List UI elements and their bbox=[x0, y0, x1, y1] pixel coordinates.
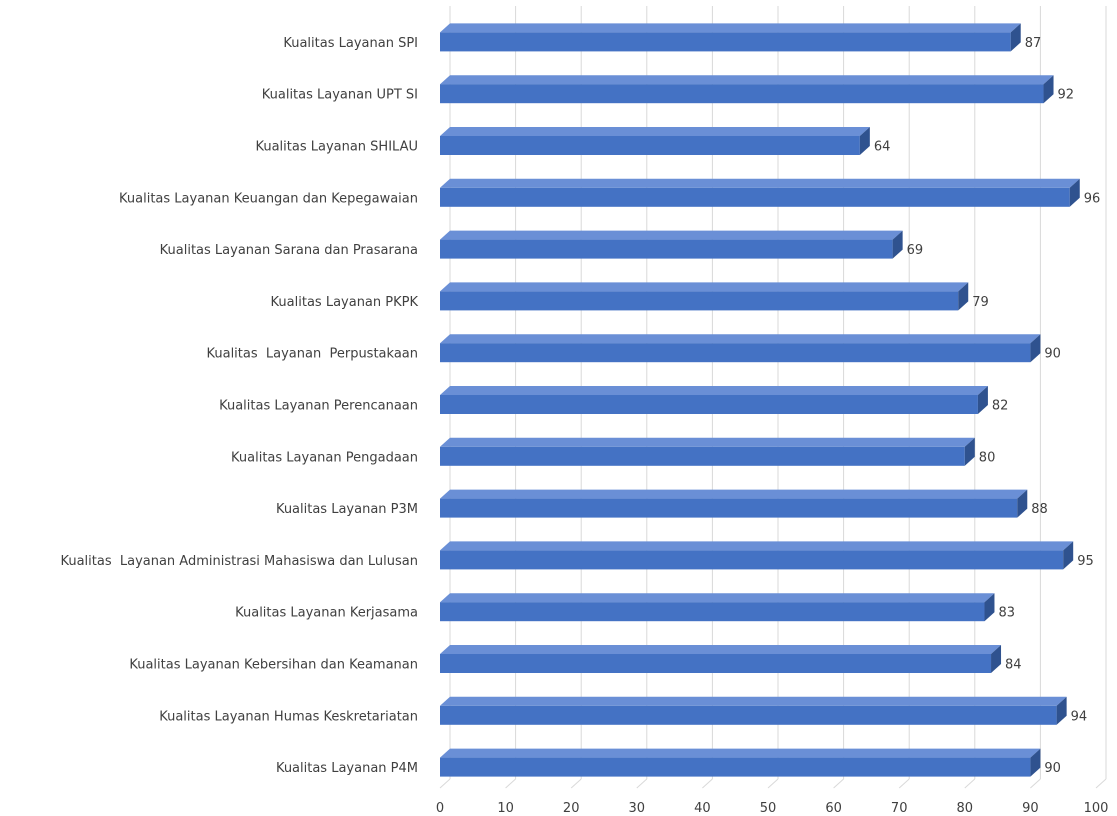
category-label: Kualitas Layanan P3M bbox=[276, 502, 418, 517]
bar-end-face bbox=[1030, 748, 1041, 777]
data-label: 79 bbox=[972, 295, 989, 310]
bar-top-face bbox=[440, 386, 988, 395]
category-label: Kualitas Layanan Keuangan dan Kepegawaia… bbox=[119, 191, 418, 206]
bar-top-face bbox=[440, 489, 1028, 499]
gridline-floor bbox=[570, 778, 582, 789]
category-label: Kualitas Layanan PKPK bbox=[271, 295, 419, 310]
category-label: Kualitas Layanan Pengadaan bbox=[231, 450, 418, 465]
gridline-floor bbox=[767, 778, 779, 789]
data-label: 80 bbox=[979, 450, 996, 465]
bar-end-face bbox=[964, 437, 975, 466]
bar-end-face bbox=[1063, 541, 1074, 570]
bar bbox=[440, 136, 860, 155]
bar-end-face bbox=[1030, 334, 1041, 363]
category-label: Kualitas Layanan SPI bbox=[283, 36, 418, 51]
data-label: 64 bbox=[874, 140, 891, 155]
data-label: 95 bbox=[1077, 554, 1094, 569]
bar-end-face bbox=[991, 645, 1002, 673]
category-label: Kualitas Layanan Kerjasama bbox=[235, 606, 418, 621]
x-tick-label: 70 bbox=[891, 801, 908, 816]
bar-top-face bbox=[440, 127, 870, 136]
category-label: Kualitas Layanan Humas Keskretariatan bbox=[159, 709, 418, 724]
bar-end-face bbox=[1010, 23, 1021, 52]
bar bbox=[440, 395, 978, 414]
category-label: Kualitas Layanan Sarana dan Prasarana bbox=[160, 243, 418, 258]
bar bbox=[440, 498, 1018, 518]
x-tick-label: 60 bbox=[825, 801, 842, 816]
bar bbox=[440, 757, 1031, 777]
bar bbox=[440, 291, 959, 311]
category-label: Kualitas Layanan Kebersihan dan Keamanan bbox=[129, 658, 418, 673]
bar bbox=[440, 84, 1044, 104]
x-tick-label: 20 bbox=[563, 801, 580, 816]
bar-end-face bbox=[977, 386, 988, 414]
x-tick-label: 90 bbox=[1022, 801, 1039, 816]
category-label: Kualitas Layanan UPT SI bbox=[262, 88, 418, 103]
gridline-floor bbox=[833, 778, 844, 789]
gridline-floor bbox=[636, 778, 648, 789]
x-tick-label: 0 bbox=[436, 801, 444, 816]
data-label: 84 bbox=[1005, 658, 1022, 673]
bar-top-face bbox=[440, 696, 1067, 706]
bar-top-face bbox=[440, 645, 1002, 654]
category-label: Kualitas Layanan Perencanaan bbox=[219, 399, 418, 414]
bar-top-face bbox=[440, 178, 1080, 188]
category-label: Kualitas Layanan Administrasi Mahasiswa … bbox=[60, 554, 418, 569]
bar bbox=[440, 654, 992, 673]
x-tick-label: 80 bbox=[957, 801, 974, 816]
x-tick-label: 30 bbox=[629, 801, 646, 816]
bar-top-face bbox=[440, 593, 995, 603]
data-label: 69 bbox=[907, 243, 924, 258]
gridline-floor bbox=[1030, 778, 1041, 789]
category-label: Kualitas Layanan SHILAU bbox=[255, 140, 418, 155]
x-tick-label: 10 bbox=[497, 801, 514, 816]
bar-end-face bbox=[892, 230, 903, 259]
data-label: 90 bbox=[1044, 347, 1061, 362]
bar-top-face bbox=[440, 334, 1041, 344]
gridline-floor bbox=[1095, 778, 1107, 789]
bar-top-face bbox=[440, 541, 1074, 551]
data-label: 82 bbox=[992, 399, 1009, 414]
data-label: 96 bbox=[1084, 191, 1101, 206]
gridline-floor bbox=[702, 778, 713, 789]
bar bbox=[440, 239, 893, 259]
bar-end-face bbox=[1043, 75, 1054, 104]
data-label: 94 bbox=[1071, 709, 1088, 724]
bar-top-face bbox=[440, 75, 1054, 85]
bar-top-face bbox=[440, 282, 969, 292]
bar bbox=[440, 32, 1011, 52]
bar-top-face bbox=[440, 230, 903, 240]
category-label: Kualitas Layanan P4M bbox=[276, 761, 418, 776]
category-label: Kualitas Layanan Perpustakaan bbox=[206, 347, 418, 362]
x-tick-label: 40 bbox=[694, 801, 711, 816]
bar bbox=[440, 602, 985, 622]
data-label: 90 bbox=[1044, 761, 1061, 776]
x-tick-label: 50 bbox=[760, 801, 777, 816]
data-label: 87 bbox=[1025, 36, 1042, 51]
bar-end-face bbox=[1017, 489, 1028, 518]
data-label: 88 bbox=[1031, 502, 1048, 517]
gridline-floor bbox=[898, 778, 910, 789]
bar bbox=[440, 343, 1031, 363]
data-label: 92 bbox=[1058, 88, 1075, 103]
bar-end-face bbox=[984, 593, 995, 622]
bar-end-face bbox=[1056, 696, 1067, 725]
gridline-floor bbox=[964, 778, 976, 789]
bar-top-face bbox=[440, 437, 975, 447]
bar bbox=[440, 446, 965, 466]
bar-end-face bbox=[1069, 178, 1080, 207]
bar bbox=[440, 705, 1057, 725]
x-tick-label: 100 bbox=[1084, 801, 1109, 816]
bar-end-face bbox=[958, 282, 969, 311]
bar bbox=[440, 187, 1070, 207]
data-label: 83 bbox=[998, 606, 1015, 621]
bar-end-face bbox=[859, 127, 870, 155]
gridline-floor bbox=[439, 778, 451, 789]
bar-top-face bbox=[440, 23, 1021, 33]
gridline-floor bbox=[505, 778, 516, 789]
bar bbox=[440, 550, 1064, 570]
bar-top-face bbox=[440, 748, 1041, 758]
